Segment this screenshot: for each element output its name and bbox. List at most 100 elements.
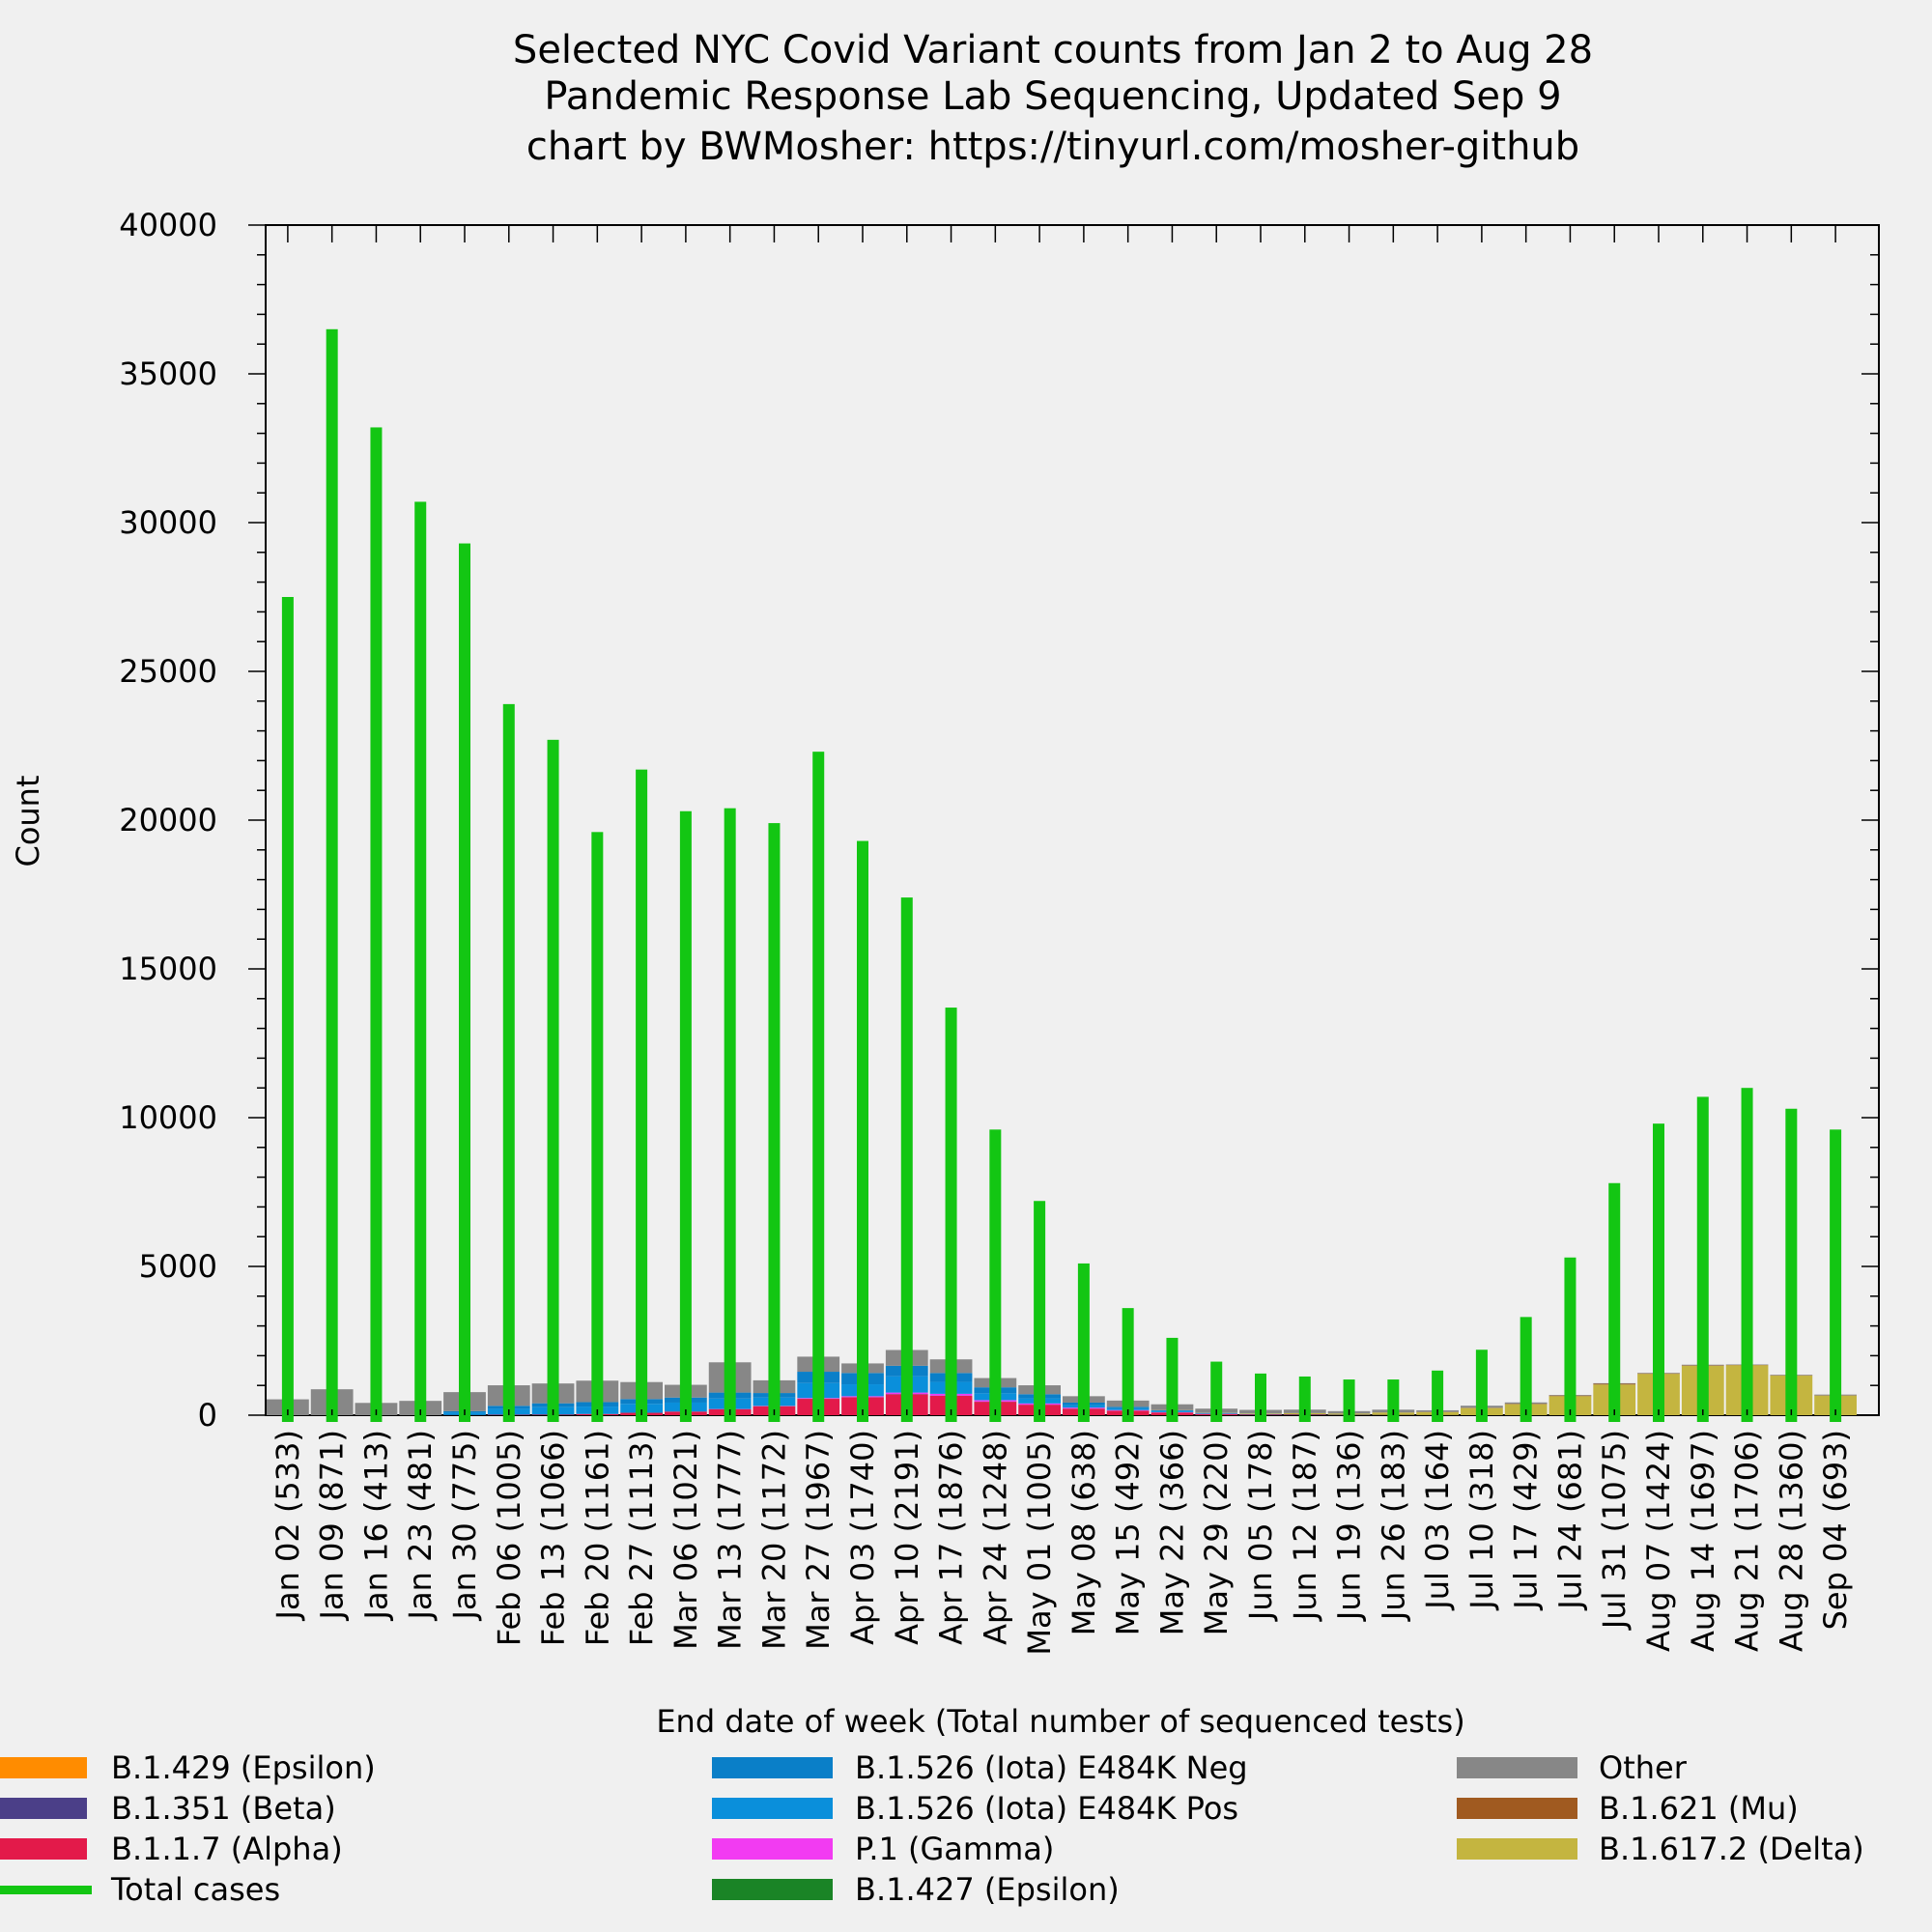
x-tick-label: Jul 03 (164): [1419, 1430, 1456, 1611]
legend: B.1.429 (Epsilon) B.1.351 (Beta) B.1.1.7 (…: [0, 1749, 1864, 1908]
total-cases-bar: [812, 752, 825, 1422]
total-cases-bar: [1564, 1257, 1577, 1422]
legend-swatch: [0, 1757, 87, 1778]
y-tick-label: 35000: [119, 355, 217, 392]
x-tick-label: Feb 27 (1113): [623, 1430, 660, 1646]
total-cases-bar: [1210, 1361, 1223, 1422]
legend-label: P.1 (Gamma): [855, 1831, 1054, 1867]
total-cases-bar: [1166, 1337, 1179, 1422]
y-tick-label: 20000: [119, 802, 217, 838]
x-tick-label: Jan 16 (413): [357, 1430, 394, 1621]
x-tick-label: Apr 17 (1876): [933, 1430, 970, 1645]
total-cases-bar: [1432, 1370, 1444, 1422]
total-cases-bar: [857, 840, 868, 1422]
total-cases-bar: [1696, 1096, 1709, 1422]
total-cases-bar: [636, 769, 648, 1422]
total-cases-bar: [1122, 1308, 1134, 1422]
y-tick-label: 25000: [119, 653, 217, 690]
legend-label: B.1.621 (Mu): [1599, 1790, 1799, 1827]
x-tick-label: Jul 31 (1075): [1596, 1430, 1633, 1631]
x-tick-label: Jul 17 (429): [1508, 1430, 1545, 1611]
legend-label: B.1.617.2 (Delta): [1599, 1831, 1864, 1867]
total-cases-bar: [1830, 1129, 1842, 1422]
total-cases-bar: [724, 808, 736, 1422]
x-tick-label: Jul 10 (318): [1463, 1430, 1500, 1611]
y-tick-label: 30000: [119, 504, 217, 541]
x-tick-label: Mar 27 (1967): [800, 1430, 837, 1650]
legend-swatch: [1457, 1798, 1577, 1819]
x-tick-label: Jan 02 (533): [270, 1430, 306, 1621]
x-tick-label: Jun 26 (183): [1375, 1430, 1411, 1622]
legend-swatch: [0, 1886, 92, 1894]
title-line-1: Selected NYC Covid Variant counts from J…: [513, 28, 1593, 72]
x-tick-label: Jan 30 (775): [446, 1430, 483, 1621]
total-cases-bar: [945, 1008, 957, 1422]
total-cases-bar: [502, 703, 515, 1422]
legend-label: B.1.1.7 (Alpha): [111, 1831, 343, 1867]
total-cases-bar: [1475, 1350, 1488, 1422]
title-line-2: Pandemic Response Lab Sequencing, Update…: [544, 74, 1561, 119]
total-cases-bar: [414, 501, 427, 1422]
total-cases-bar: [1520, 1317, 1532, 1422]
x-tick-label: May 22 (366): [1153, 1430, 1190, 1635]
x-tick-label: Aug 21 (1706): [1729, 1430, 1766, 1652]
total-cases-bar: [989, 1129, 1002, 1422]
legend-label: B.1.526 (Iota) E484K Neg: [855, 1749, 1248, 1786]
y-tick-label: 10000: [119, 1099, 217, 1136]
x-tick-label: Jan 09 (871): [314, 1430, 351, 1621]
x-tick-label: Feb 06 (1005): [491, 1430, 527, 1646]
legend-swatch: [712, 1798, 833, 1819]
x-tick-label: Mar 06 (1021): [668, 1430, 704, 1650]
legend-label: B.1.427 (Epsilon): [855, 1871, 1120, 1908]
y-tick-label: 5000: [139, 1248, 217, 1285]
title-line-3: chart by BWMosher: https://tinyurl.com/m…: [526, 125, 1579, 169]
x-tick-label: May 15 (492): [1110, 1430, 1147, 1635]
total-cases-bar: [1741, 1088, 1753, 1422]
total-cases-bar: [1077, 1263, 1090, 1422]
legend-swatch: [712, 1757, 833, 1778]
legend-swatch: [0, 1838, 87, 1860]
total-cases-bar: [1034, 1201, 1046, 1422]
x-tick-label: May 01 (1005): [1021, 1430, 1058, 1656]
x-tick-label: Jul 24 (681): [1551, 1430, 1588, 1611]
x-tick-label: Feb 20 (1161): [579, 1430, 615, 1646]
legend-label: B.1.429 (Epsilon): [111, 1749, 376, 1786]
legend-swatch: [712, 1838, 833, 1860]
x-tick-label: Aug 14 (1697): [1685, 1430, 1721, 1652]
y-tick-label: 40000: [119, 207, 217, 243]
y-tick-label: 15000: [119, 951, 217, 987]
total-cases-bar: [459, 543, 470, 1422]
total-cases-bar: [326, 328, 338, 1422]
x-axis-label: End date of week (Total number of sequen…: [656, 1703, 1464, 1740]
y-axis-label: Count: [10, 775, 46, 867]
legend-swatch: [0, 1798, 87, 1819]
legend-label: B.1.526 (Iota) E484K Pos: [855, 1790, 1238, 1827]
x-tick-label: Sep 04 (693): [1817, 1430, 1854, 1630]
total-cases-bar: [547, 739, 559, 1422]
x-tick-label: Jun 19 (136): [1331, 1430, 1368, 1622]
chart-title: Selected NYC Covid Variant counts from J…: [513, 28, 1593, 169]
x-tick-label: May 08 (638): [1065, 1430, 1102, 1635]
x-tick-label: Apr 03 (1740): [844, 1430, 881, 1645]
x-tick-label: Apr 24 (1248): [977, 1430, 1013, 1645]
x-tick-label: Jun 12 (187): [1287, 1430, 1323, 1622]
total-cases-bar: [1387, 1379, 1400, 1422]
total-cases-bar: [281, 597, 294, 1422]
x-tick-label: Feb 13 (1066): [535, 1430, 572, 1646]
x-tick-label: Aug 07 (1424): [1640, 1430, 1677, 1652]
total-cases-bar: [900, 897, 913, 1422]
x-tick-label: Aug 28 (1360): [1773, 1430, 1809, 1652]
total-cases-bar: [1653, 1123, 1664, 1422]
x-tick-label: Jun 05 (178): [1242, 1430, 1279, 1622]
legend-swatch: [712, 1879, 833, 1900]
y-tick-label: 0: [198, 1397, 217, 1434]
legend-swatch: [1457, 1838, 1577, 1860]
total-cases-bar: [1343, 1379, 1355, 1422]
legend-swatch: [1457, 1757, 1577, 1778]
legend-label: Total cases: [110, 1871, 280, 1908]
total-cases-bar: [1785, 1108, 1798, 1422]
total-cases-bar: [591, 832, 604, 1422]
x-tick-label: Mar 13 (1777): [712, 1430, 749, 1650]
plot-area: 0 5000 10000 15000 20000 25000 30000 35000 40000…: [119, 207, 1880, 1656]
